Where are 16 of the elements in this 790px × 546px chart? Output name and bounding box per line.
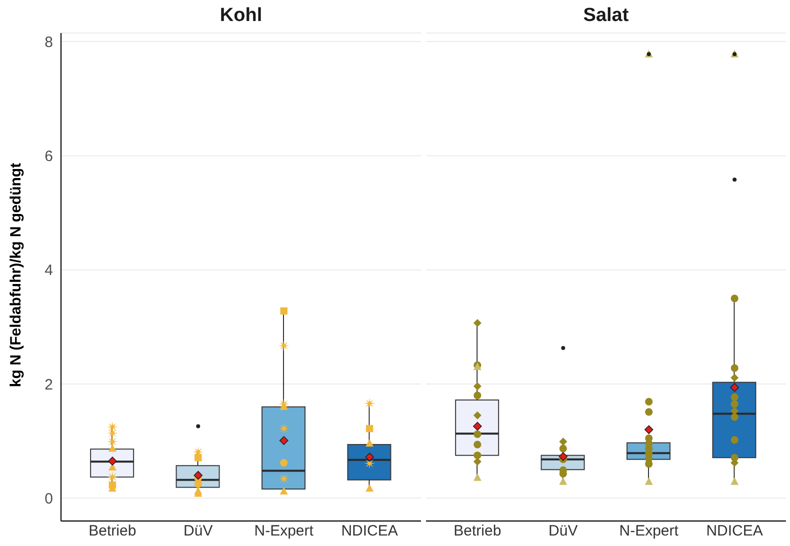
x-tick-label: Betrieb (88, 522, 136, 540)
x-tick-label: N-Expert (619, 522, 680, 540)
x-tick-label: DüV (184, 522, 213, 540)
x-tick-label: NDICEA (706, 522, 763, 540)
x-tick-label: N-Expert (254, 522, 314, 540)
x-tick-label: NDICEA (341, 522, 398, 540)
y-tick-label: 8 (44, 34, 53, 51)
y-tick-label: 6 (44, 148, 53, 166)
chart-title: Salat (582, 5, 630, 27)
x-tick-label: Betrieb (454, 522, 502, 540)
y-tick-label: 2 (44, 376, 53, 394)
chart-title: Kohl (218, 5, 264, 27)
x-tick-label: DüV (548, 522, 578, 540)
y-tick-label: 4 (44, 262, 53, 280)
y-axis-title: kg N (Feldabfuhr)/kg N gedüngt (8, 162, 24, 388)
y-tick-label: 0 (44, 490, 53, 508)
